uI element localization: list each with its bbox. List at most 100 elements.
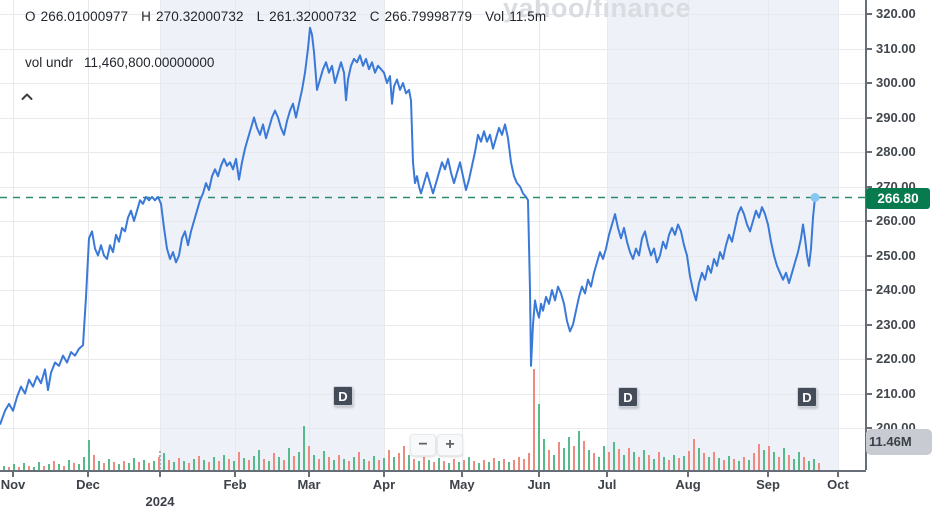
volume-bar <box>38 462 40 470</box>
volume-label: Vol <box>485 9 505 24</box>
volume-bar <box>113 462 115 470</box>
volume-bar <box>43 466 45 470</box>
price-axis-tick <box>867 13 872 15</box>
volume-bar <box>733 459 735 470</box>
dividend-marker[interactable]: D <box>618 387 638 407</box>
price-axis-tick <box>867 255 872 257</box>
time-axis-label: Aug <box>675 477 701 492</box>
volume-bar <box>748 460 750 470</box>
volume-bar <box>168 460 170 470</box>
volume-bar <box>388 450 390 470</box>
volume-bar <box>548 450 550 470</box>
price-axis[interactable]: 320.00 310.00 300.00 290.00 280.00 270.00 260.… <box>865 0 936 470</box>
volume-bar <box>208 462 210 470</box>
price-axis-tick <box>867 151 872 153</box>
volume-bar <box>238 452 240 470</box>
volume-bar <box>553 455 555 470</box>
volume-bar <box>578 431 580 470</box>
volume-bar <box>233 461 235 470</box>
volume-bar <box>403 446 405 470</box>
close-label: C <box>369 9 380 24</box>
price-line <box>0 26 816 425</box>
chart-canvas[interactable] <box>0 0 866 470</box>
price-axis-label: 280.00 <box>876 144 916 159</box>
volume-bar <box>498 461 500 470</box>
volume-bar <box>303 426 305 470</box>
low-item: L 261.32000732 <box>257 9 357 24</box>
volume-bar <box>558 442 560 470</box>
volume-bar <box>338 455 340 470</box>
volume-bar <box>163 453 165 470</box>
price-axis-label: 250.00 <box>876 248 916 263</box>
time-axis-label: Sep <box>756 477 780 492</box>
volume-bar <box>628 448 630 470</box>
volume-bar <box>563 448 565 470</box>
volume-bar <box>788 455 790 470</box>
time-axis-label: Oct <box>827 477 849 492</box>
volume-bar <box>538 404 540 470</box>
volume-bar <box>33 467 35 470</box>
volume-bar <box>543 439 545 470</box>
horizontal-gridline <box>0 118 866 119</box>
dividend-marker[interactable]: D <box>797 387 817 407</box>
volume-bar <box>248 460 250 470</box>
volume-bar <box>603 446 605 470</box>
current-volume-badge: 11.46M <box>866 429 932 455</box>
price-axis-label: 260.00 <box>876 213 916 228</box>
volume-bar <box>88 440 90 470</box>
volume-bar <box>778 457 780 470</box>
vertical-gridline <box>88 0 89 470</box>
volume-bar <box>128 463 130 470</box>
plus-icon: + <box>445 436 455 453</box>
volume-bar <box>518 457 520 470</box>
volume-bar <box>418 461 420 470</box>
volume-bar <box>278 457 280 470</box>
collapse-indicator-button[interactable] <box>20 90 36 104</box>
time-axis[interactable]: Nov Dec 2024 Feb Mar Apr May Jun Jul Aug Sep Oct <box>0 470 866 516</box>
volume-item: Vol 11.5m <box>485 9 546 24</box>
vol-under-value: 11,460,800.00000000 <box>84 55 215 70</box>
volume-bar <box>598 457 600 470</box>
volume-bar <box>288 448 290 470</box>
volume-bar <box>508 462 510 470</box>
volume-bar <box>723 460 725 470</box>
horizontal-gridline <box>0 49 866 50</box>
volume-bar <box>413 459 415 470</box>
volume-bar <box>123 461 125 470</box>
volume-bar <box>383 458 385 470</box>
volume-bar <box>138 462 140 470</box>
vertical-gridline <box>539 0 540 470</box>
volume-bar <box>473 461 475 470</box>
volume-bar <box>678 458 680 470</box>
volume-bar <box>713 452 715 470</box>
volume-bar <box>218 461 220 470</box>
volume-bar <box>593 453 595 470</box>
volume-bar <box>53 461 55 470</box>
vertical-gridline <box>838 0 839 470</box>
volume-bar <box>323 451 325 470</box>
volume-bar <box>503 459 505 470</box>
volume-bar <box>488 462 490 470</box>
volume-bar <box>708 457 710 470</box>
vertical-gridline <box>160 0 161 470</box>
time-axis-tick <box>687 470 689 477</box>
zoom-out-button[interactable]: − <box>410 434 436 456</box>
volume-bar <box>83 457 85 470</box>
price-axis-tick <box>867 82 872 84</box>
volume-bar <box>433 462 435 470</box>
volume-bar <box>133 458 135 470</box>
volume-bar <box>763 450 765 470</box>
volume-bar <box>803 457 805 470</box>
volume-bar <box>63 466 65 470</box>
volume-bar <box>623 455 625 470</box>
volume-bar <box>428 460 430 470</box>
volume-bar <box>768 446 770 470</box>
zoom-in-button[interactable]: + <box>437 434 463 456</box>
time-axis-label: Dec <box>76 477 100 492</box>
horizontal-gridline <box>0 221 866 222</box>
vertical-gridline <box>235 0 236 470</box>
dividend-marker[interactable]: D <box>333 386 353 406</box>
vertical-gridline <box>768 0 769 470</box>
time-axis-label: May <box>449 477 475 492</box>
